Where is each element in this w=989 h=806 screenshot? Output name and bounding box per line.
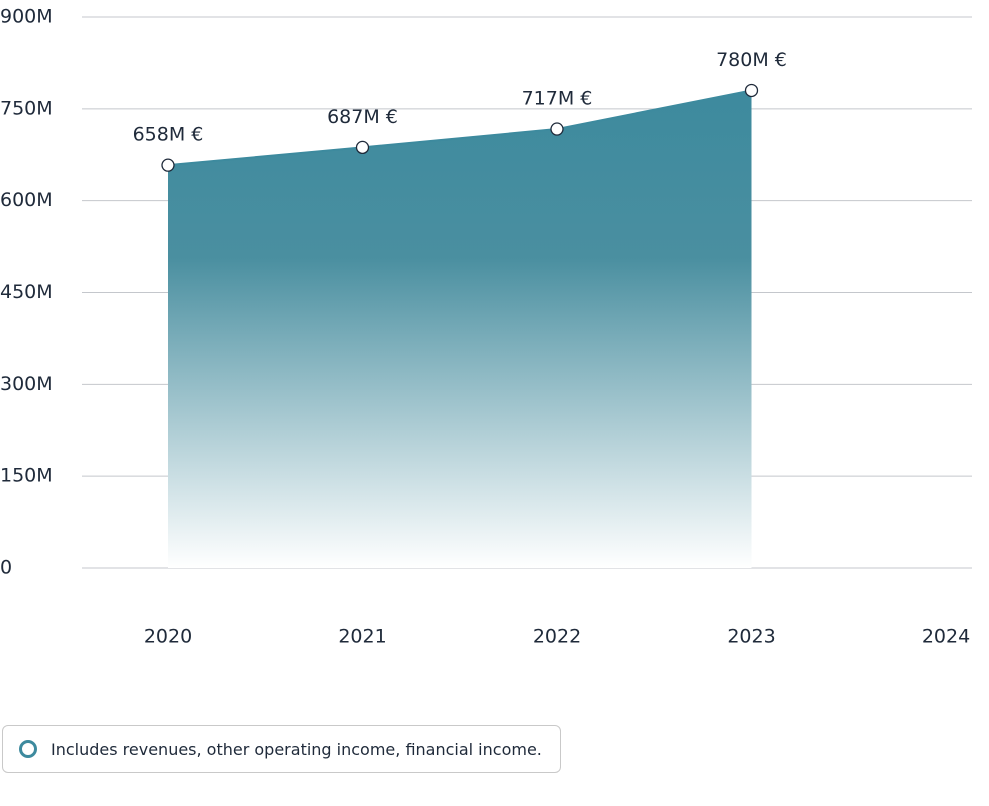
data-label: 687M € (327, 106, 398, 128)
data-point (161, 158, 175, 172)
y-tick-label: 450M (0, 281, 53, 303)
x-tick-label: 2024 (922, 626, 970, 648)
data-label: 780M € (716, 49, 787, 71)
data-point (550, 122, 564, 136)
x-tick-label: 2022 (533, 626, 581, 648)
data-point (744, 83, 759, 98)
x-tick-label: 2021 (338, 626, 386, 648)
y-tick-label: 150M (0, 465, 53, 487)
legend-marker (19, 740, 37, 758)
data-label: 658M € (133, 124, 204, 146)
y-tick-label: 0 (0, 557, 12, 579)
chart: 2020 2021 2022 2023 2024 658M € 687M € 717M € 78… (0, 6, 972, 648)
x-tick-label: 2023 (727, 626, 775, 648)
x-tick-label: 2020 (144, 626, 192, 648)
y-tick-label: 750M (0, 97, 53, 119)
data-label: 717M € (522, 88, 593, 110)
y-tick-label: 300M (0, 373, 53, 395)
y-tick-label: 900M (0, 6, 53, 28)
y-tick-label: 600M (0, 189, 53, 211)
legend: Includes revenues, other operating incom… (2, 725, 561, 773)
data-point (355, 140, 370, 155)
line (167, 89, 752, 167)
legend-label: Includes revenues, other operating incom… (51, 739, 542, 759)
area (168, 90, 752, 568)
